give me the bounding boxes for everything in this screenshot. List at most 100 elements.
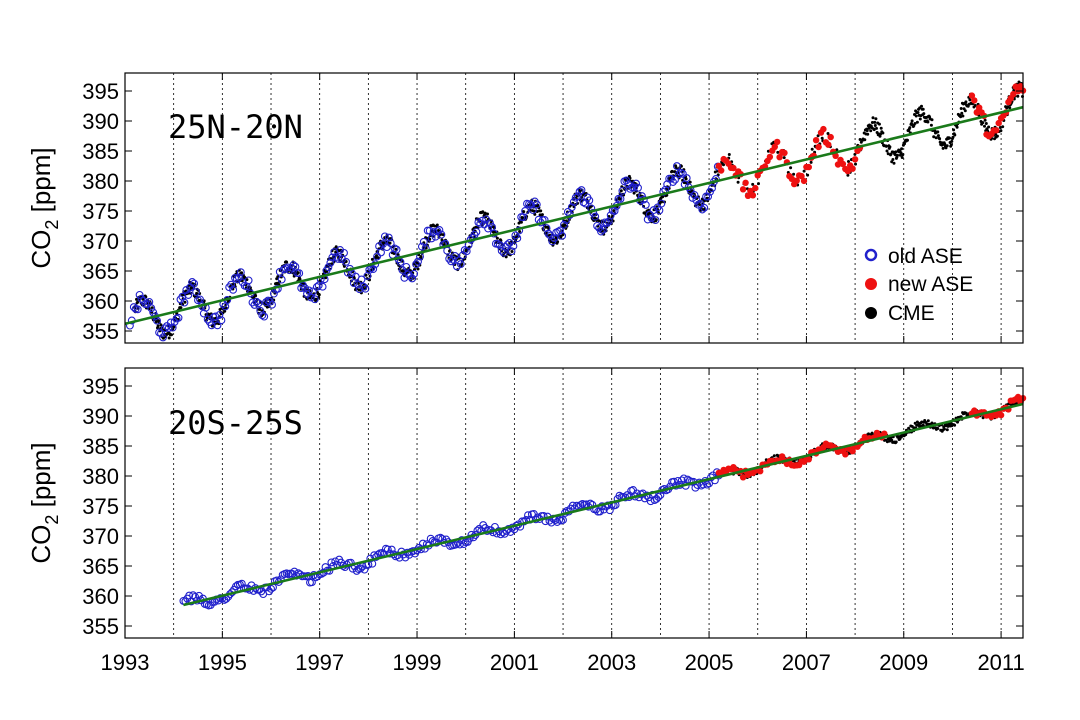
data-point-old-ase	[632, 179, 641, 188]
data-point-cme	[995, 134, 999, 138]
data-point-cme	[936, 130, 940, 134]
data-point-cme	[955, 125, 959, 129]
data-point-cme	[698, 203, 701, 206]
data-point-old-ase	[615, 491, 624, 500]
data-point-old-ase	[211, 312, 220, 321]
data-point-old-ase	[356, 564, 365, 573]
trend-line	[124, 105, 1024, 326]
data-point-old-ase	[417, 242, 426, 251]
data-point-cme	[906, 138, 909, 142]
data-point-old-ase	[386, 239, 395, 248]
data-point-new-ase	[976, 104, 983, 111]
data-point-cme	[159, 323, 163, 327]
data-point-cme	[727, 153, 731, 156]
data-point-new-ase	[851, 156, 859, 163]
grid-lines	[124, 73, 1002, 343]
data-point-new-ase	[971, 97, 978, 104]
data-point-new-ase	[798, 172, 805, 180]
data-point-old-ase	[301, 284, 310, 293]
data-layer	[179, 393, 1027, 610]
data-point-old-ase	[560, 220, 568, 229]
data-point-old-ase	[373, 252, 382, 261]
data-point-cme	[245, 278, 249, 282]
plot-frame	[124, 72, 1024, 344]
data-point-old-ase	[496, 530, 505, 539]
data-point-old-ase	[567, 203, 576, 212]
data-point-new-ase	[820, 125, 827, 133]
data-point-cme	[981, 121, 985, 125]
data-point-cme	[879, 132, 883, 136]
x-tick-label: 2009	[879, 650, 928, 675]
data-point-new-ase	[739, 474, 747, 481]
data-point-cme	[364, 273, 368, 277]
data-point-cme	[873, 120, 877, 124]
data-point-old-ase	[234, 273, 243, 282]
y-tick-label: 365	[82, 554, 119, 579]
data-point-old-ase	[256, 306, 265, 315]
data-point-old-ase	[671, 175, 679, 184]
data-point-cme	[154, 320, 158, 324]
data-point-old-ase	[698, 205, 707, 214]
data-point-old-ase	[542, 224, 551, 233]
data-point-old-ase	[576, 501, 585, 510]
y-tick-label: 385	[82, 434, 119, 459]
y-tick-label: 375	[82, 494, 119, 519]
data-point-cme	[172, 325, 176, 329]
data-point-old-ase	[357, 275, 366, 284]
y-tick-label: 360	[82, 584, 119, 609]
data-point-cme	[952, 128, 956, 132]
data-point-cme	[240, 271, 244, 275]
data-point-old-ase	[641, 200, 650, 209]
data-point-cme	[809, 160, 813, 164]
data-point-cme	[684, 177, 688, 181]
data-point-cme	[922, 112, 926, 116]
data-point-old-ase	[425, 226, 434, 235]
data-point-old-ase	[654, 492, 663, 501]
data-point-cme	[894, 150, 898, 154]
data-point-old-ase	[447, 257, 456, 266]
data-point-cme	[285, 260, 289, 264]
data-point-new-ase	[744, 192, 752, 199]
data-point-old-ase	[310, 295, 319, 304]
data-point-cme	[964, 100, 968, 104]
data-point-old-ase	[626, 184, 635, 193]
y-axis-label: CO2 [ppm]	[26, 442, 62, 563]
data-point-cme	[865, 129, 869, 133]
data-point-new-ase	[776, 154, 783, 161]
data-point-old-ase	[384, 233, 393, 242]
data-point-cme	[510, 250, 514, 253]
data-point-cme	[942, 427, 946, 431]
data-point-old-ase	[227, 280, 236, 289]
data-point-cme	[913, 122, 917, 125]
legend-marker-filled-circle	[865, 307, 877, 319]
data-point-old-ase	[340, 248, 348, 257]
data-point-old-ase	[532, 200, 541, 209]
y-tick-label: 385	[82, 139, 119, 164]
data-point-cme	[254, 294, 258, 298]
data-point-old-ase	[572, 501, 581, 510]
data-point-old-ase	[610, 206, 619, 215]
data-point-cme	[522, 210, 526, 214]
panel-25n-20n: 355 360 365 370 375 380 385 390 395 25N-20N CO2 …	[26, 72, 1027, 344]
data-point-cme	[874, 117, 878, 121]
data-point-old-ase	[484, 224, 493, 233]
data-point-old-ase	[571, 193, 580, 202]
data-point-cme	[931, 426, 935, 430]
data-point-old-ase	[703, 480, 712, 489]
data-point-cme	[1008, 106, 1012, 110]
data-point-cme	[772, 454, 776, 458]
data-point-cme	[956, 420, 959, 424]
data-point-old-ase	[573, 192, 582, 201]
data-point-new-ase	[815, 143, 822, 151]
data-point-new-ase	[995, 119, 1002, 127]
data-point-cme	[314, 297, 318, 301]
data-point-cme	[660, 200, 664, 204]
data-point-new-ase	[718, 167, 725, 174]
y-tick-label: 355	[82, 319, 119, 344]
data-point-cme	[959, 107, 963, 110]
data-point-old-ase	[312, 283, 321, 291]
data-point-cme	[853, 152, 857, 156]
data-point-old-ase	[605, 506, 614, 515]
data-point-new-ase	[973, 109, 980, 116]
data-point-cme	[816, 134, 820, 138]
